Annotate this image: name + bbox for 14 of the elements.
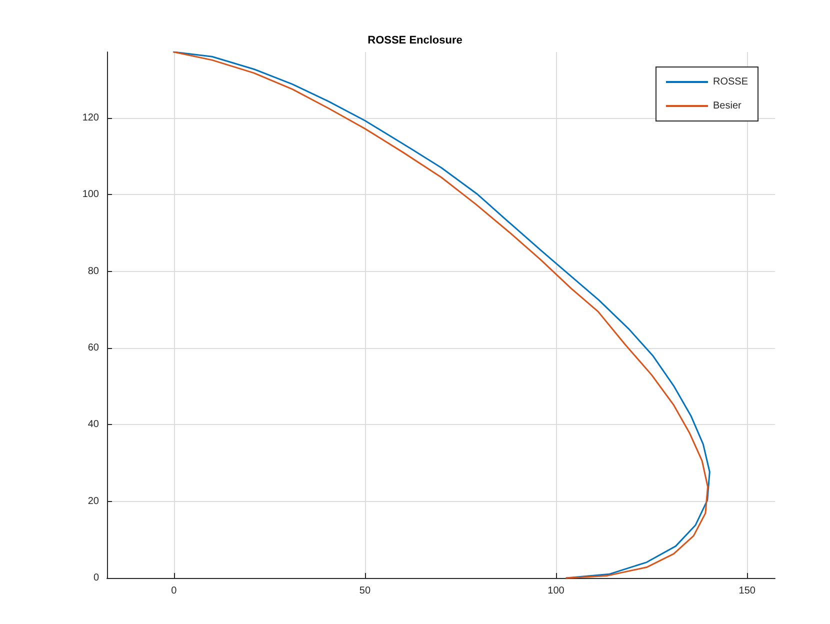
y-tick-label: 60 (88, 342, 100, 354)
x-tick-label: 50 (359, 586, 371, 596)
y-tick-label: 0 (93, 572, 100, 584)
y-tick-label: 100 (82, 189, 100, 200)
x-tick-label: 0 (171, 586, 178, 596)
y-tick-label: 20 (88, 496, 100, 507)
x-tick-label: 150 (738, 586, 756, 596)
y-tick-label: 40 (88, 419, 100, 430)
y-tick-label: 120 (82, 112, 100, 124)
legend-label: Besier (712, 100, 742, 112)
y-tick-label: 80 (88, 266, 100, 277)
legend-label: ROSSE (712, 76, 748, 88)
x-tick-label: 100 (548, 586, 565, 596)
chart-title: ROSSE Enclosure (368, 34, 462, 46)
